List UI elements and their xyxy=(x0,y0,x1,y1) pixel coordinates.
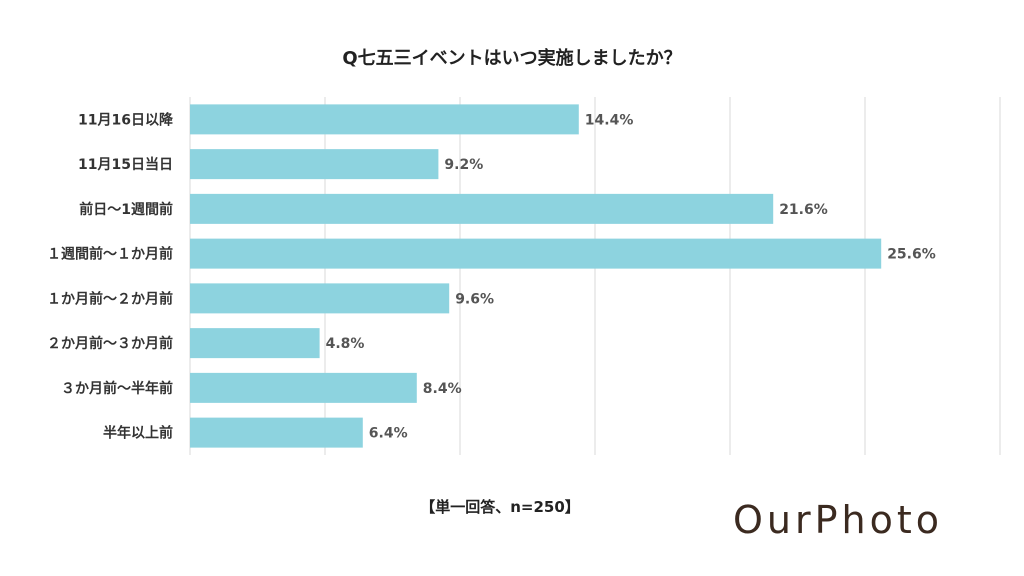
chart-title: Q七五三イベントはいつ実施しましたか？ xyxy=(342,47,681,69)
category-label: ２か月前～３か月前 xyxy=(47,335,173,352)
category-label: １週間前～１か月前 xyxy=(47,246,173,263)
data-label: 8.4% xyxy=(423,381,462,397)
data-label: 9.6% xyxy=(455,291,494,307)
category-label: 前日～1週間前 xyxy=(79,201,173,218)
bars xyxy=(190,104,882,448)
category-label: １か月前～２か月前 xyxy=(47,290,173,307)
data-label: 9.2% xyxy=(444,157,483,173)
data-label: 6.4% xyxy=(369,426,408,442)
bar xyxy=(190,104,579,135)
bar xyxy=(190,283,450,314)
data-label: 14.4% xyxy=(585,112,634,128)
data-label: 4.8% xyxy=(326,336,365,352)
category-label: ３か月前～半年前 xyxy=(61,380,173,397)
bar xyxy=(190,372,417,403)
bar xyxy=(190,149,439,180)
category-label: 半年以上前 xyxy=(103,425,173,442)
data-label: 25.6% xyxy=(887,247,936,263)
data-label: 21.6% xyxy=(779,202,828,218)
bar xyxy=(190,328,320,359)
bar xyxy=(190,193,774,224)
bar xyxy=(190,417,363,448)
category-label: 11月16日以降 xyxy=(78,111,174,128)
value-labels: 14.4% 9.2% 21.6% 25.6% 9.6% 4.8% 8.4% 6.4% xyxy=(326,112,936,441)
sample-size-note: 【単一回答、n=250】 xyxy=(420,498,580,516)
bar xyxy=(190,238,882,269)
category-label: 11月15日当日 xyxy=(78,156,173,173)
ourphoto-logo: OurPhoto xyxy=(733,498,943,542)
